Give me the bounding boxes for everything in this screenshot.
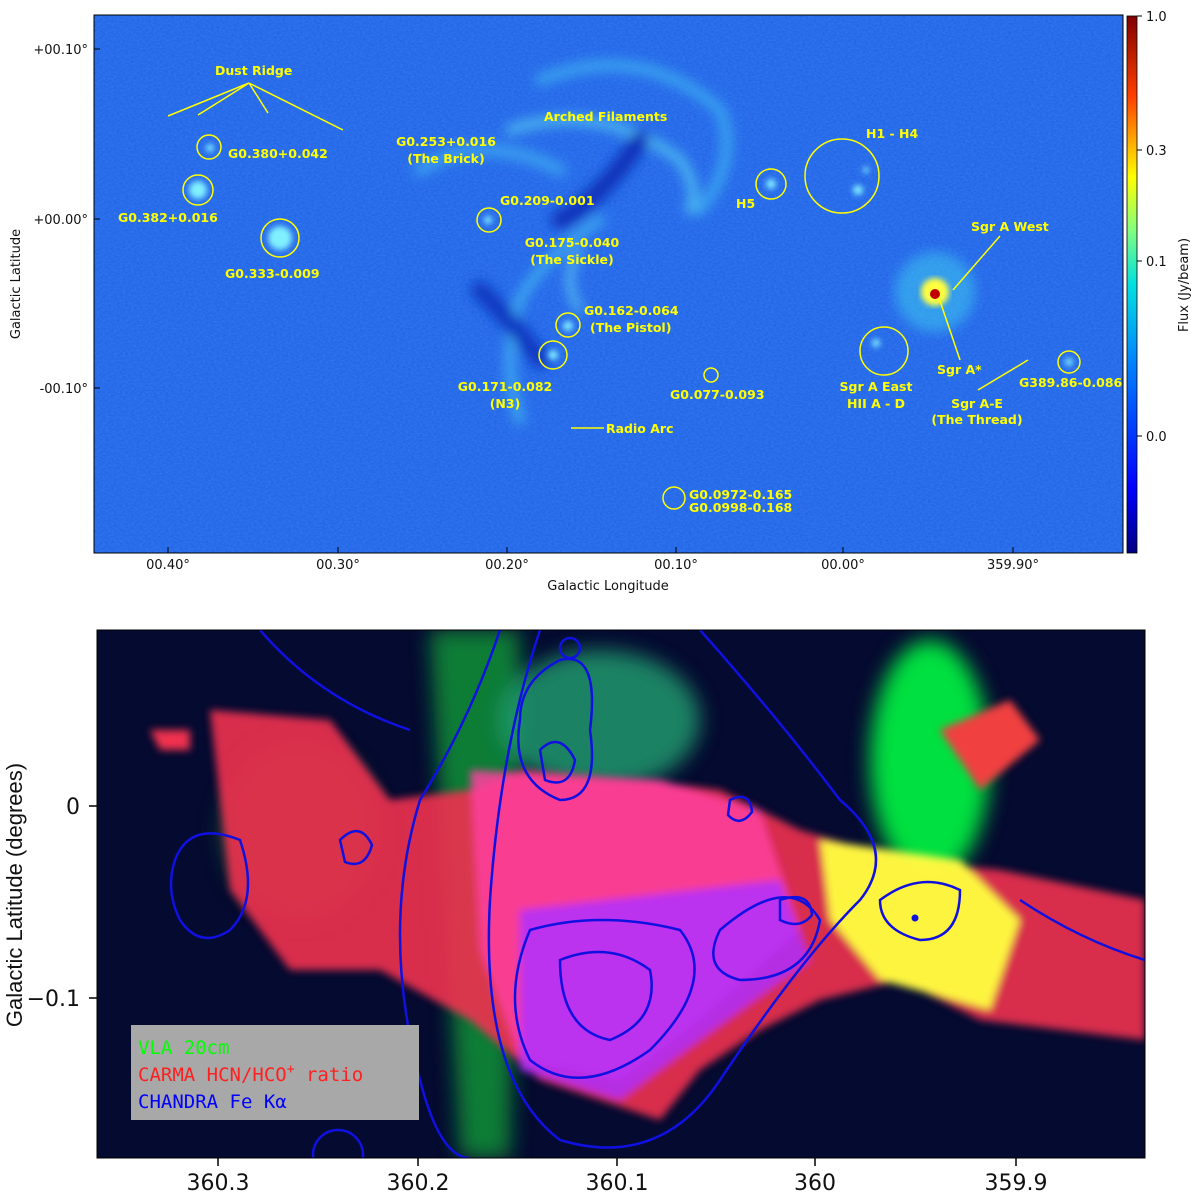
label-g0382: G0.382+0.016 [118,210,218,225]
label-g0077: G0.077-0.093 [670,387,765,402]
colorbar-tick-labels: 1.0 0.3 0.1 0.0 [1146,10,1167,445]
label-h1-h4: H1 - H4 [866,126,919,141]
svg-text:+00.00°: +00.00° [33,213,88,228]
svg-text:00.00°: 00.00° [821,558,865,573]
legend-vla: VLA 20cm [138,1037,230,1059]
label-g0209: G0.209-0.001 [500,193,595,208]
svg-text:359.90°: 359.90° [987,558,1039,573]
label-n3: G0.171-0.082 [458,379,553,394]
label-hii: HII A - D [847,396,905,411]
label-g00972: G0.0972-0.165 [689,487,792,502]
top-axis-ticks [94,15,1142,553]
top-y-tick-labels: +00.10° +00.00° -00.10° [33,43,88,397]
label-sickle: G0.175-0.040 [525,235,620,250]
bottom-axis-ticks [89,805,1017,1166]
label-n3-name: (N3) [490,396,521,411]
colorbar-label: Flux (Jy/beam) [1177,238,1192,332]
label-thread: Sgr A-E [951,396,1003,411]
svg-text:0.3: 0.3 [1146,144,1167,159]
label-dust-ridge: Dust Ridge [215,63,292,78]
label-pistol: G0.162-0.064 [584,303,679,318]
svg-text:0.0: 0.0 [1146,430,1167,445]
bottom-y-tick-labels: 0 −0.1 [27,795,80,1012]
svg-text:0: 0 [66,795,80,820]
label-sgr-a-west: Sgr A West [971,219,1049,234]
bottom-y-axis-label: Galactic Latitude (degrees) [2,763,27,1027]
legend-chandra: CHANDRA Fe Kα [138,1091,287,1113]
top-y-axis-label: Galactic Latitude [9,229,24,339]
svg-text:360.1: 360.1 [586,1171,649,1196]
svg-text:360.2: 360.2 [387,1171,450,1196]
label-sgr-a-east: Sgr A East [840,379,913,394]
label-h5: H5 [736,196,755,211]
svg-text:359.9: 359.9 [985,1171,1048,1196]
svg-text:00.10°: 00.10° [654,558,698,573]
chandra-fe-k-alpha-contours [169,630,1145,1158]
annotation-markers [167,82,1081,510]
sgr-a-complex [895,252,975,332]
top-x-tick-labels: 00.40° 00.30° 00.20° 00.10° 00.00° 359.9… [146,558,1039,573]
label-g0333: G0.333-0.009 [225,266,320,281]
label-pistol-name: (The Pistol) [590,320,671,335]
svg-text:00.30°: 00.30° [316,558,360,573]
top-panel-radio-map: Dust Ridge G0.380+0.042 G0.382+0.016 G0.… [9,10,1192,594]
label-sgr-a-star: Sgr A* [937,362,982,377]
legend-carma: CARMA HCN/HCO+ ratio [138,1062,363,1086]
bottom-x-tick-labels: 360.3 360.2 360.1 360 359.9 [187,1171,1048,1196]
colorbar: 1.0 0.3 0.1 0.0 Flux (Jy/beam) [1126,10,1192,554]
label-brick: G0.253+0.016 [396,134,496,149]
svg-text:−0.1: −0.1 [27,987,80,1012]
svg-text:360: 360 [794,1171,836,1196]
svg-text:1.0: 1.0 [1146,10,1167,25]
svg-text:00.40°: 00.40° [146,558,190,573]
label-g0380: G0.380+0.042 [228,146,328,161]
bottom-panel-composite-map: 360.3 360.2 360.1 360 359.9 0 −0.1 Galac… [2,629,1146,1196]
label-g389: G389.86-0.086 [1019,375,1123,390]
svg-text:+00.10°: +00.10° [33,43,88,58]
svg-text:360.3: 360.3 [187,1171,250,1196]
label-radio-arc: Radio Arc [606,421,673,436]
legend-box: VLA 20cm CARMA HCN/HCO+ ratio CHANDRA Fe… [131,1025,419,1120]
label-sickle-name: (The Sickle) [530,252,613,267]
label-brick-name: (The Brick) [407,151,484,166]
top-x-axis-label: Galactic Longitude [547,579,668,594]
svg-text:0.1: 0.1 [1146,255,1167,270]
svg-text:00.20°: 00.20° [485,558,529,573]
svg-text:-00.10°: -00.10° [40,382,88,397]
label-thread-name: (The Thread) [931,412,1022,427]
label-g00998: G0.0998-0.168 [689,500,792,515]
annotation-labels: Dust Ridge G0.380+0.042 G0.382+0.016 G0.… [118,63,1123,515]
label-arched-filaments: Arched Filaments [544,109,667,124]
